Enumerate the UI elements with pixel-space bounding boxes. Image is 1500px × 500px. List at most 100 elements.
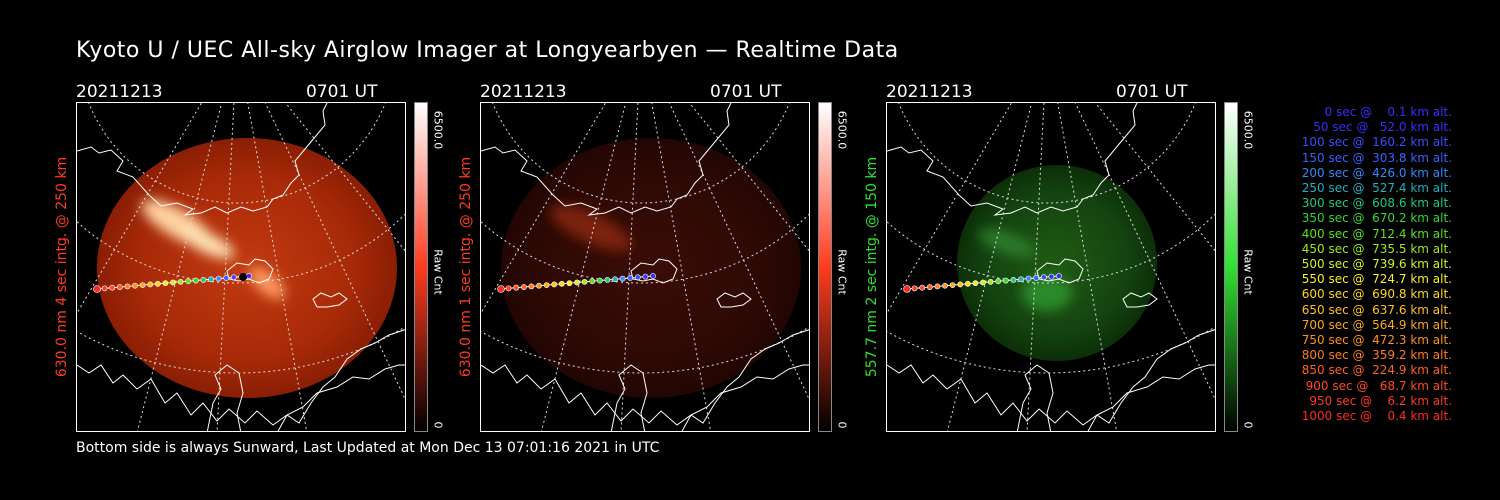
trajectory-dot	[949, 282, 956, 288]
legend-row: 650 sec @ 637.6 km alt.	[1297, 302, 1452, 317]
lat-lon-grid	[887, 103, 1215, 431]
trajectory-dot	[619, 275, 626, 282]
trajectory-dot	[162, 280, 169, 287]
legend-row: 900 sec @ 68.7 km alt.	[1301, 378, 1452, 393]
sky-disk	[957, 165, 1157, 361]
colorbar-max-label: 6500.0	[431, 110, 445, 150]
aurora-emission	[141, 199, 286, 300]
trajectory-dot	[223, 275, 230, 281]
trajectory-dot	[109, 284, 116, 291]
trajectory-dot	[93, 285, 101, 293]
legend-row: 300 sec @ 608.6 km alt.	[1297, 196, 1452, 211]
footer-status: Bottom side is always Sunward, Last Upda…	[76, 440, 660, 456]
imager-panel-630nm-1sec: 20211213 0701 UT 630.0 nm 1 sec intg. @ …	[458, 82, 900, 432]
trajectory-dot	[903, 285, 911, 293]
legend-row: 700 sec @ 564.9 km alt.	[1297, 317, 1452, 332]
trajectory-track	[497, 273, 656, 293]
trajectory-dot	[1033, 275, 1040, 281]
trajectory-dot	[919, 284, 926, 291]
legend-row: 0 sec @ 0.1 km alt.	[1313, 105, 1452, 119]
imager-panel-557nm-2sec: 20211213 0701 UT 557.7 nm 2 sec intg. @ …	[864, 82, 1306, 432]
panel-date: 20211213	[886, 82, 973, 102]
trajectory-dot	[154, 280, 161, 287]
legend-row: 1000 sec @ 0.4 km alt.	[1301, 409, 1452, 424]
trajectory-dot	[528, 283, 535, 290]
panel-ylabel: 630.0 nm 1 sec intg. @ 250 km	[458, 156, 474, 378]
altitude-legend: 0 sec @ 0.1 km alt. 50 sec @ 52.0 km alt…	[1262, 105, 1452, 424]
trajectory-dot	[942, 282, 948, 289]
trajectory-dot	[192, 277, 199, 284]
legend-row: 600 sec @ 690.8 km alt.	[1297, 287, 1452, 302]
trajectory-dot	[551, 281, 558, 288]
legend-row: 550 sec @ 724.7 km alt.	[1297, 272, 1452, 287]
colorbar-min-label: 0	[431, 421, 445, 429]
trajectory-dot	[230, 274, 237, 281]
trajectory-dot	[208, 276, 214, 283]
trajectory-dot	[185, 278, 192, 285]
trajectory-dot	[574, 279, 580, 286]
trajectory-dot	[147, 281, 154, 288]
trajectory-track	[903, 273, 1062, 293]
trajectory-dot	[536, 282, 542, 289]
coastlines	[887, 103, 1215, 431]
trajectory-dot	[1048, 273, 1055, 280]
colorbar-min-label: 0	[835, 421, 849, 429]
trajectory-dot	[980, 279, 986, 286]
colorbar-max-label: 6500.0	[835, 110, 849, 150]
trajectory-dot	[1010, 276, 1017, 283]
legend-row: 100 sec @ 160.2 km alt.	[1297, 135, 1452, 150]
trajectory-dot	[650, 273, 656, 279]
colorbar-unit-label: Raw Cnt	[1241, 249, 1255, 295]
legend-row: 750 sec @ 472.3 km alt.	[1297, 333, 1452, 348]
trajectory-track	[93, 273, 252, 293]
colorbar	[414, 102, 428, 432]
trajectory-dot	[505, 285, 512, 292]
trajectory-dot	[995, 278, 1002, 285]
legend-row: 800 sec @ 359.2 km alt.	[1297, 348, 1452, 363]
trajectory-dot	[246, 273, 252, 279]
aurora-emission	[549, 204, 633, 252]
trajectory-dot	[132, 282, 138, 289]
colorbar-max-label: 6500.0	[1241, 110, 1255, 150]
trajectory-dot	[964, 280, 971, 287]
legend-row: 950 sec @ 6.2 km alt.	[1305, 393, 1452, 408]
trajectory-dot	[177, 278, 184, 285]
panel-time: 0701 UT	[306, 82, 378, 102]
trajectory-dot	[596, 277, 603, 284]
trajectory-dot	[957, 281, 964, 288]
legend-row: 400 sec @ 712.4 km alt.	[1297, 226, 1452, 241]
panel-date: 20211213	[480, 82, 567, 102]
allsky-image	[886, 102, 1216, 432]
trajectory-dot	[987, 278, 994, 285]
station-marker	[239, 273, 247, 281]
trajectory-dot	[634, 274, 641, 281]
panel-date: 20211213	[76, 82, 163, 102]
trajectory-dot	[543, 282, 550, 288]
legend-row: 450 sec @ 735.5 km alt.	[1297, 241, 1452, 256]
trajectory-dot	[1025, 275, 1032, 282]
legend-row: 850 sec @ 224.9 km alt.	[1297, 363, 1452, 378]
panel-time: 0701 UT	[710, 82, 782, 102]
trajectory-dot	[566, 280, 573, 287]
sky-disk	[97, 138, 397, 398]
coastlines	[481, 103, 809, 431]
trajectory-dot	[1040, 274, 1047, 281]
trajectory-dot	[589, 278, 596, 285]
legend-row: 350 sec @ 670.2 km alt.	[1297, 211, 1452, 226]
panel-ylabel: 557.7 nm 2 sec intg. @ 150 km	[864, 156, 880, 378]
legend-row: 50 sec @ 52.0 km alt.	[1305, 120, 1452, 135]
legend-row: 500 sec @ 739.6 km alt.	[1297, 257, 1452, 272]
page-title: Kyoto U / UEC All-sky Airglow Imager at …	[76, 38, 899, 63]
trajectory-dot	[1002, 277, 1009, 284]
trajectory-dot	[139, 282, 146, 288]
trajectory-dot	[642, 273, 649, 280]
trajectory-dot	[1056, 273, 1062, 279]
trajectory-dot	[911, 285, 918, 292]
colorbar-min-label: 0	[1241, 421, 1255, 429]
imager-panel-630nm-4sec: 20211213 0701 UT 630.0 nm 4 sec intg. @ …	[54, 82, 496, 432]
lat-lon-grid	[77, 103, 405, 431]
trajectory-dot	[558, 280, 565, 287]
trajectory-dot	[513, 284, 520, 291]
trajectory-dot	[1018, 276, 1024, 283]
trajectory-dot	[101, 285, 108, 292]
